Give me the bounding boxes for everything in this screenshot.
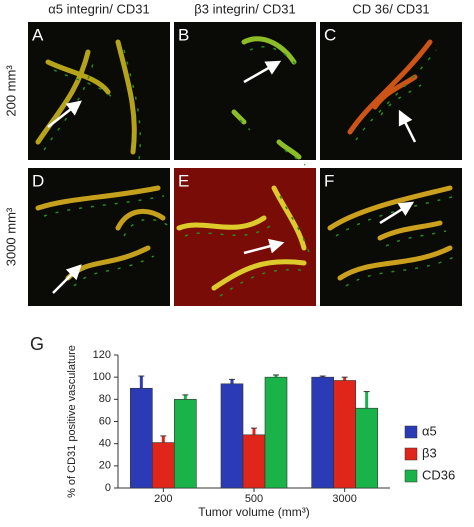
- y-tick-label: 20: [99, 460, 111, 472]
- vessel: [327, 185, 453, 281]
- y-tick-label: 40: [99, 438, 111, 450]
- micrograph-content: [35, 39, 142, 161]
- y-axis-label: % of CD31 positive vasculature: [66, 345, 78, 498]
- vessel-green: [43, 195, 170, 287]
- arrow: [243, 60, 282, 84]
- y-tick-label: 100: [93, 371, 111, 383]
- arrow: [398, 109, 417, 143]
- vessel: [231, 36, 302, 160]
- row-label: 3000 mm³: [3, 207, 18, 266]
- bar-chart: G 0 20 40 60 80 100 120 % of CD31 positive vascu…: [30, 334, 455, 519]
- bar: [220, 383, 244, 489]
- x-tick-label: 200: [154, 493, 172, 505]
- legend-label: α5: [422, 423, 437, 438]
- bar: [152, 442, 175, 489]
- y-tick-label: 60: [99, 415, 111, 427]
- panel-letter: A: [32, 25, 44, 44]
- panel-letter: B: [178, 25, 189, 44]
- bar: [242, 434, 266, 489]
- vessel: [176, 185, 307, 291]
- vessel-green: [239, 46, 306, 166]
- y-tick-label: 120: [93, 349, 111, 361]
- legend-label: β3: [422, 445, 437, 460]
- bar: [264, 376, 288, 489]
- legend-swatch: [404, 425, 418, 439]
- panel-letter: C: [324, 25, 336, 44]
- column-title: CD 36/ CD31: [352, 1, 429, 16]
- micrograph-content: [327, 185, 457, 287]
- arrow: [379, 201, 415, 225]
- bar: [355, 407, 378, 489]
- legend-label: CD36: [422, 467, 455, 482]
- x-axis-label: Tumor volume (mm³): [198, 505, 310, 519]
- bar: [333, 380, 356, 489]
- panel-letter: D: [32, 171, 44, 190]
- x-tick-label: 500: [245, 493, 263, 505]
- row-label: 200 mm³: [3, 65, 18, 117]
- column-title: α5 integrin/ CD31: [48, 1, 149, 16]
- arrow: [243, 238, 285, 255]
- vessel-green: [184, 195, 311, 297]
- vessel-green: [335, 195, 457, 287]
- vessel: [347, 39, 433, 135]
- panel-letter: F: [324, 171, 334, 190]
- y-tick-label: 0: [105, 482, 111, 494]
- micrograph: [174, 168, 316, 306]
- bar: [130, 387, 153, 489]
- panel-letter: G: [30, 334, 44, 354]
- legend-swatch: [404, 469, 418, 483]
- x-tick-label: 3000: [332, 493, 356, 505]
- micrograph-content: [176, 185, 311, 297]
- micrograph: [28, 22, 170, 160]
- micrograph-content: [35, 185, 170, 294]
- panel-letter: E: [178, 171, 189, 190]
- micrograph-content: [347, 39, 437, 143]
- column-title: β3 integrin/ CD31: [194, 1, 295, 16]
- vessel-green: [355, 49, 437, 141]
- bar: [311, 376, 334, 489]
- micrograph-content: [231, 36, 306, 166]
- arrow: [47, 100, 82, 128]
- legend-swatch: [404, 447, 418, 461]
- bar: [174, 399, 197, 489]
- y-tick-label: 80: [99, 393, 111, 405]
- arrow: [52, 264, 82, 294]
- micrographs: α5 integrin/ CD31 β3 integrin/ CD31 CD 36/…: [3, 1, 462, 306]
- micrograph: [174, 22, 316, 160]
